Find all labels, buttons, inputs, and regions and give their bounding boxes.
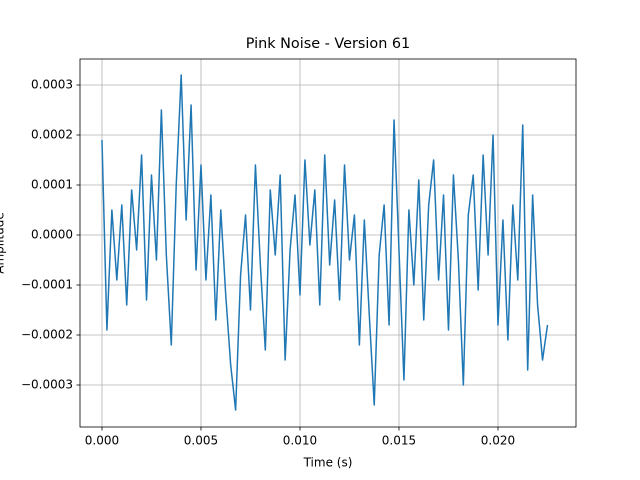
y-axis-label: Amplitude [0,212,7,274]
x-tick-label: 0.000 [85,434,119,448]
y-tick-label: 0.0003 [31,78,73,92]
y-tick-label: 0.0000 [31,228,73,242]
y-tick-label: −0.0003 [21,378,73,392]
y-tick-label: −0.0001 [21,278,73,292]
x-tick-label: 0.020 [481,434,515,448]
x-axis-label: Time (s) [303,456,353,470]
x-tick-label: 0.015 [382,434,416,448]
y-tick-label: 0.0001 [31,178,73,192]
x-tick-label: 0.005 [184,434,218,448]
y-tick-label: −0.0002 [21,328,73,342]
line-series [101,74,549,411]
x-tick-label: 0.010 [283,434,317,448]
plot-frame [79,58,577,428]
y-tick-label: 0.0002 [31,128,73,142]
chart-title: Pink Noise - Version 61 [246,36,410,52]
